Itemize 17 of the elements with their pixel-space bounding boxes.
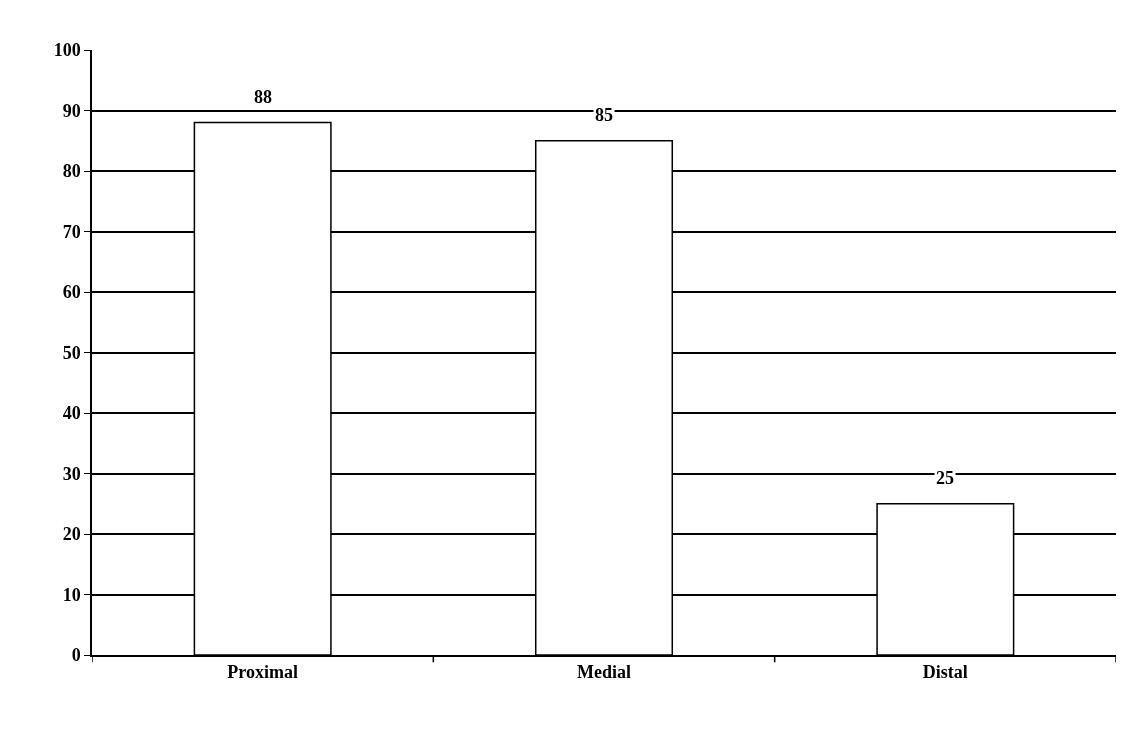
y-tick-label: 30 (62, 463, 81, 484)
y-tick-label: 40 (62, 403, 81, 424)
data-label: 85 (595, 105, 613, 125)
y-tick-label: 100 (53, 40, 81, 61)
y-tick-label: 20 (62, 524, 81, 545)
y-tick-label: 60 (62, 282, 81, 303)
y-tick-label: 0 (71, 645, 81, 666)
x-tick-label: Proximal (227, 662, 298, 683)
y-tick-label: 10 (62, 584, 81, 605)
y-tick-label: 90 (62, 100, 81, 121)
x-tick-label: Distal (922, 662, 968, 683)
data-label: 25 (936, 468, 954, 488)
y-tick-label: 50 (62, 342, 81, 363)
data-label: 88 (254, 87, 272, 107)
x-tick-label: Medial (577, 662, 631, 683)
y-tick-label: 70 (62, 221, 81, 242)
y-tick-label: 80 (62, 161, 81, 182)
